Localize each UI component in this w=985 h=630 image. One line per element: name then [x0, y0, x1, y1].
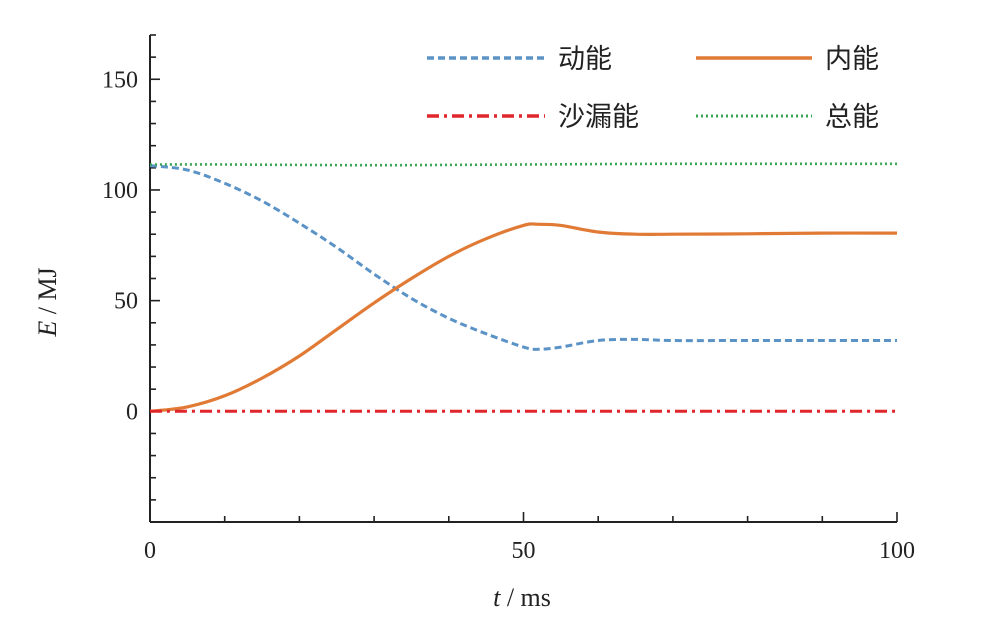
y-axis-label: E / MJ — [33, 267, 62, 337]
legend-kinetic-entry: 动能 — [427, 44, 612, 75]
legend-total-entry: 总能 — [696, 102, 879, 133]
x-axis-var: t — [493, 583, 501, 612]
plot-area — [149, 162, 898, 413]
kinetic-energy-line — [149, 164, 897, 351]
legend-hourglass-label: 沙漏能 — [558, 102, 639, 133]
x-axis-unit: / ms — [500, 583, 551, 612]
x-tick-label: 0 — [144, 538, 156, 564]
legend-total-label: 总能 — [825, 102, 879, 133]
y-tick-label: 50 — [114, 289, 138, 315]
legend-kinetic-label: 动能 — [558, 44, 612, 75]
y-tick-label: 150 — [102, 67, 138, 93]
legend-hourglass-entry: 沙漏能 — [427, 102, 639, 133]
internal-energy-line — [149, 222, 898, 413]
legend-internal-label: 内能 — [825, 44, 879, 75]
y-tick-label: 100 — [102, 178, 138, 204]
axes: 0 50 100 150 0 50 100 — [102, 34, 915, 564]
y-tick-label: 0 — [126, 399, 138, 425]
x-axis-label: t / ms — [493, 583, 551, 612]
x-tick-label: 50 — [512, 538, 536, 564]
x-tick-label: 100 — [879, 538, 915, 564]
total-energy-line — [149, 162, 897, 167]
y-axis-unit: / MJ — [33, 267, 62, 320]
legend-internal-entry: 内能 — [696, 44, 879, 75]
y-axis-var: E — [33, 321, 62, 338]
